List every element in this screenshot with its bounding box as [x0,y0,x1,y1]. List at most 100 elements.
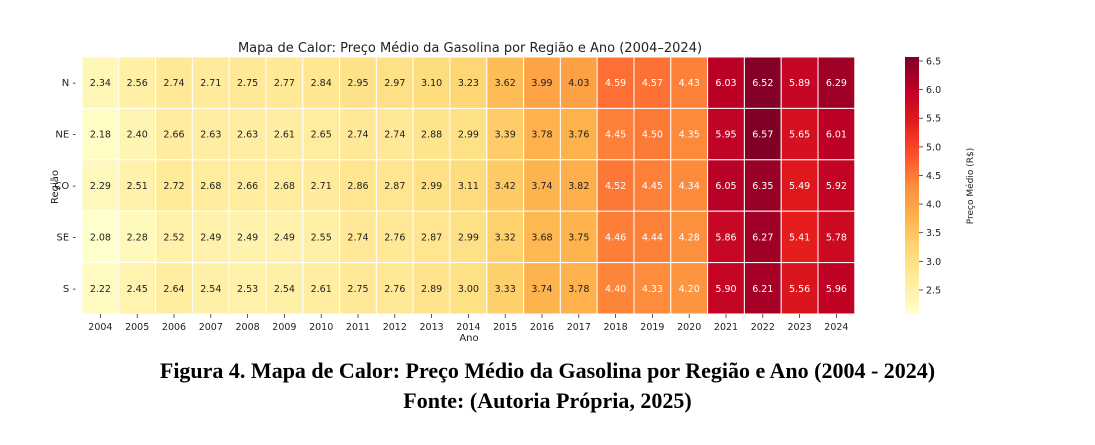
x-tick-label: 2006 [162,322,186,333]
cell-value-label: 5.90 [715,284,736,295]
cell-value-label: 2.55 [311,232,332,243]
x-tick-label: 2022 [751,322,775,333]
heatmap-cell [633,210,672,264]
heatmap-cell [228,262,267,315]
heatmap-cell [191,262,230,315]
heatmap-cell [559,210,598,264]
cell-value-label: 2.68 [274,181,295,192]
cell-value-label: 6.01 [826,130,847,141]
cell-value-label: 4.28 [679,232,700,243]
cell-value-label: 2.54 [200,284,221,295]
cell-value-label: 6.29 [826,78,847,89]
cell-value-label: 3.78 [568,284,589,295]
cell-value-label: 6.57 [752,130,773,141]
heatmap-cell [633,262,672,315]
figure-source: Fonte: (Autoria Própria, 2025) [403,388,692,413]
x-tick-label: 2019 [640,322,664,333]
colorbar-tick-label: 6.5 [926,57,941,68]
cell-value-label: 3.10 [421,78,442,89]
cell-value-label: 2.76 [384,232,405,243]
cell-value-label: 4.34 [679,181,700,192]
heatmap-cell [486,56,525,109]
heatmap-cell [707,210,745,264]
cell-value-label: 3.74 [531,181,552,192]
cell-value-label: 4.40 [605,284,626,295]
cell-value-label: 2.49 [274,232,295,243]
cell-value-label: 2.53 [237,284,258,295]
heatmap-cell [817,56,856,109]
cell-value-label: 2.87 [421,232,442,243]
cell-value-label: 2.68 [200,181,221,192]
cell-value-label: 3.78 [531,130,552,141]
heatmap-cell [81,210,120,264]
cell-value-label: 3.82 [568,181,589,192]
heatmap-cell [265,159,304,212]
heatmap-cell [559,262,598,315]
cell-value-label: 3.75 [568,232,589,243]
heatmap-cell [817,210,856,264]
heatmap-cells: 2.34 2.56 2.74 2.71 2.75 2.77 2.84 2.95 2.97 3.10… [81,56,856,315]
cell-value-label: 2.74 [347,130,368,141]
chart-title: Mapa de Calor: Preço Médio da Gasolina p… [238,41,702,56]
heatmap-cell [375,159,414,212]
cell-value-label: 4.20 [679,284,700,295]
cell-value-label: 2.97 [384,78,405,89]
figure-caption: Figura 4. Mapa de Calor: Preço Médio da … [159,358,936,383]
cell-value-label: 3.99 [531,78,552,89]
heatmap-cell [228,210,267,264]
cell-value-label: 6.21 [752,284,773,295]
heatmap-cell [486,210,525,264]
x-tick-label: 2014 [456,322,480,333]
cell-value-label: 6.27 [752,232,773,243]
cell-value-label: 2.99 [421,181,442,192]
cell-value-label: 5.65 [789,130,810,141]
colorbar-ticks: 2.5 3.0 3.5 4.0 4.5 5.0 5.5 6.0 6.5 [919,57,941,296]
heatmap-cell [817,262,856,315]
heatmap-cell [191,210,230,264]
x-tick-label: 2010 [309,322,333,333]
cell-value-label: 4.35 [679,130,700,141]
cell-value-label: 4.46 [605,232,626,243]
x-tick-label: 2017 [567,322,591,333]
heatmap-cell [559,159,598,212]
cell-value-label: 2.49 [237,232,258,243]
cell-value-label: 5.86 [715,232,736,243]
x-axis-label: Ano [459,333,478,344]
cell-value-label: 4.52 [605,181,626,192]
cell-value-label: 5.41 [789,232,810,243]
x-tick-labels: 2004 2005 2006 2007 2008 2009 2010 2011 2012 2013… [88,314,848,333]
heatmap-cell [81,107,120,161]
heatmap-cell [743,262,782,315]
heatmap-cell [596,262,635,315]
cell-value-label: 2.86 [347,181,368,192]
heatmap-cell [596,210,635,264]
cell-value-label: 2.87 [384,181,405,192]
cell-value-label: 3.32 [495,232,516,243]
cell-value-label: 3.23 [458,78,479,89]
heatmap-cell [633,56,672,109]
cell-value-label: 2.63 [200,130,221,141]
heatmap-cell [81,56,120,109]
colorbar-label: Preço Médio (R$) [965,148,976,225]
heatmap-cell [375,210,414,264]
heatmap-cell [523,159,561,212]
cell-value-label: 4.43 [679,78,700,89]
x-tick-label: 2020 [677,322,701,333]
cell-value-label: 5.78 [826,232,847,243]
heatmap-cell [707,262,745,315]
heatmap-cell [559,56,598,109]
cell-value-label: 2.64 [163,284,184,295]
cell-value-label: 2.63 [237,130,258,141]
heatmap-cell [670,159,709,212]
heatmap-cell [155,262,193,315]
cell-value-label: 2.76 [384,284,405,295]
heatmap-cell [81,159,120,212]
heatmap-cell [743,56,782,109]
heatmap-cell [118,56,157,109]
y-tick-label: SE - [57,232,77,243]
heatmap-cell [265,56,304,109]
y-tick-label: N - [62,78,77,89]
cell-value-label: 2.61 [311,284,332,295]
heatmap-cell [302,262,341,315]
x-tick-label: 2008 [236,322,260,333]
